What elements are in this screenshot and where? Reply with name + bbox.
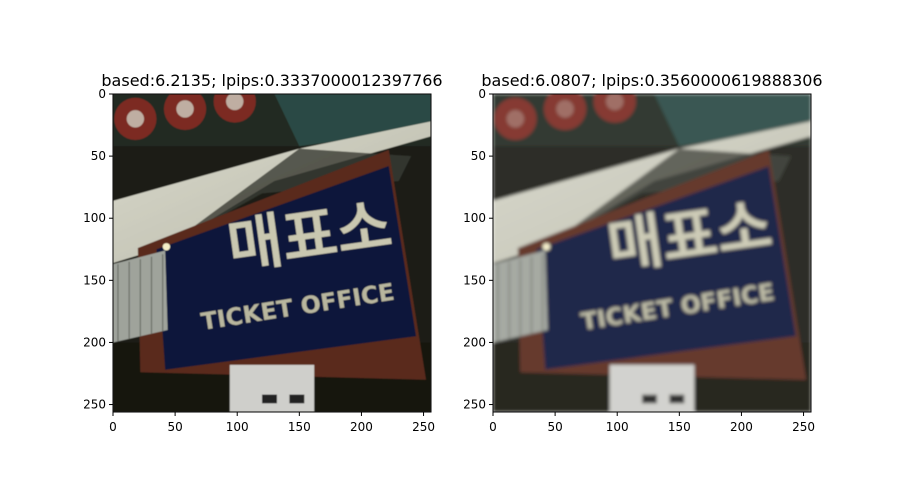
- x-tick-label: 150: [668, 420, 691, 434]
- x-tick-label: 100: [226, 420, 249, 434]
- y-tick-label: 50: [471, 149, 486, 163]
- y-tick-label: 100: [83, 211, 106, 225]
- axes-frame: [112, 93, 432, 413]
- axes: 0 50 100 150 200 250050100150200250based:6.21…: [83, 71, 443, 434]
- x-tick-label: 50: [547, 420, 562, 434]
- y-tick-label: 200: [463, 335, 486, 349]
- x-tick-label: 200: [350, 420, 373, 434]
- axes-frame: [492, 93, 812, 413]
- axes: 0 50 100 150 200 250050100150200250based:6.08…: [463, 71, 823, 434]
- x-tick-label: 250: [412, 420, 435, 434]
- y-tick-label: 250: [83, 398, 106, 412]
- y-tick-label: 150: [83, 273, 106, 287]
- y-tick-label: 0: [98, 87, 106, 101]
- x-tick-label: 0: [109, 420, 117, 434]
- x-tick-label: 50: [167, 420, 182, 434]
- y-tick-label: 200: [83, 335, 106, 349]
- x-tick-label: 0: [489, 420, 497, 434]
- x-tick-label: 200: [730, 420, 753, 434]
- panel-title: based:6.2135; lpips:0.3337000012397766: [101, 71, 442, 90]
- y-tick-label: 100: [463, 211, 486, 225]
- x-tick-label: 250: [792, 420, 815, 434]
- y-tick-label: 50: [91, 149, 106, 163]
- x-tick-label: 100: [606, 420, 629, 434]
- y-tick-label: 150: [463, 273, 486, 287]
- y-tick-label: 0: [478, 87, 486, 101]
- x-tick-label: 150: [288, 420, 311, 434]
- panel-title: based:6.0807; lpips:0.3560000619888306: [481, 71, 822, 90]
- y-tick-label: 250: [463, 398, 486, 412]
